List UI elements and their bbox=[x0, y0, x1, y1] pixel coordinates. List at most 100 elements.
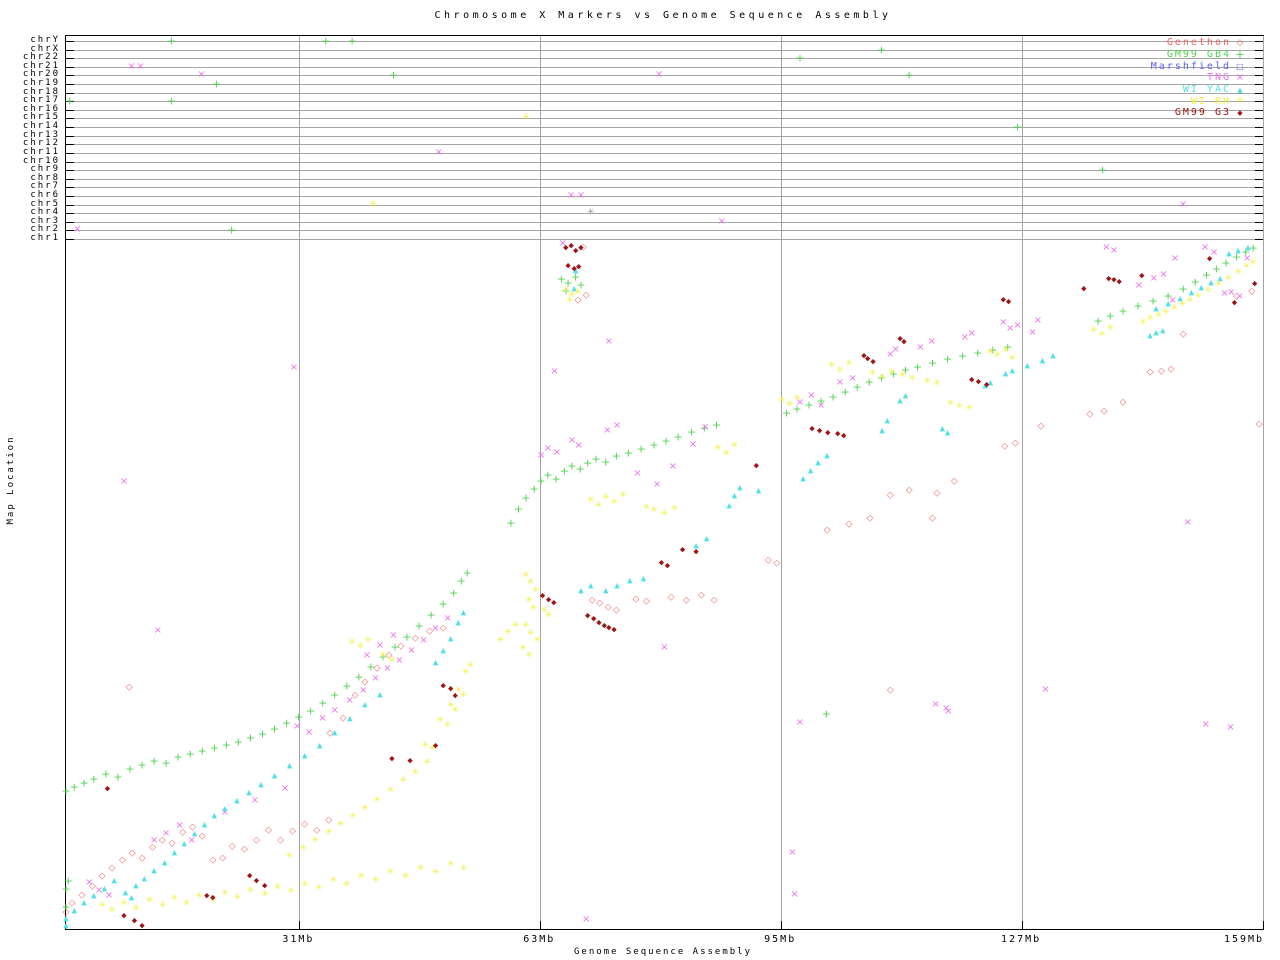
lane-point-chr19: + bbox=[211, 77, 222, 91]
point-tng: × bbox=[788, 847, 797, 859]
point-tng: × bbox=[688, 439, 698, 451]
x-gridline-127Mb bbox=[1022, 36, 1024, 929]
point-gm99-g3: ◆ bbox=[861, 351, 867, 360]
point-gm99-gb4: + bbox=[449, 586, 459, 600]
point-wi-rh: ✳ bbox=[601, 492, 610, 503]
point-genethon: ◇ bbox=[439, 623, 447, 634]
point-wi-yac: ▲ bbox=[271, 771, 278, 780]
point-gm99-gb4: + bbox=[245, 731, 256, 745]
point-gm99-gb4: + bbox=[354, 670, 364, 684]
point-wi-rh: ✳ bbox=[1106, 323, 1114, 334]
point-wi-rh: ✳ bbox=[436, 715, 444, 726]
point-gm99-g3: ◆ bbox=[565, 261, 571, 270]
x-gridline-159Mb bbox=[1263, 36, 1264, 929]
point-gm99-gb4: + bbox=[173, 750, 183, 764]
point-wi-yac: ▲ bbox=[703, 534, 710, 543]
point-wi-rh: ✳ bbox=[300, 879, 309, 890]
point-gm99-gb4: + bbox=[113, 770, 123, 784]
point-genethon: ◇ bbox=[886, 685, 894, 696]
point-tng: × bbox=[94, 885, 104, 897]
point-genethon: ◇ bbox=[1255, 419, 1263, 430]
point-wi-rh: ✳ bbox=[343, 879, 351, 890]
point-wi-rh: ✳ bbox=[421, 740, 429, 751]
point-gm99-g3: ◆ bbox=[1231, 298, 1238, 307]
lane-point-chr5: ✳ bbox=[369, 199, 377, 210]
point-wi-rh: ✳ bbox=[868, 368, 877, 379]
point-genethon: ◇ bbox=[108, 863, 116, 874]
point-wi-rh: ✳ bbox=[1242, 261, 1251, 272]
legend-row-wi-rh: WI RH ✳ bbox=[1151, 95, 1249, 107]
point-gm99-gb4: + bbox=[318, 696, 328, 710]
point-wi-yac: ▲ bbox=[1050, 351, 1056, 360]
point-wi-yac: ▲ bbox=[101, 884, 108, 893]
lane-point-chr3: × bbox=[717, 215, 726, 227]
point-wi-rh: ✳ bbox=[324, 827, 333, 838]
lane-tick-right-chr5 bbox=[1255, 204, 1263, 206]
point-wi-rh: ✳ bbox=[504, 627, 512, 638]
point-genethon: ◇ bbox=[118, 855, 126, 866]
point-wi-rh: ✳ bbox=[371, 875, 380, 886]
point-genethon: ◇ bbox=[582, 290, 590, 301]
point-gm99-gb4: + bbox=[1148, 294, 1158, 308]
point-wi-yac: ▲ bbox=[815, 458, 821, 467]
point-tng: × bbox=[807, 389, 816, 401]
point-wi-rh: ✳ bbox=[459, 863, 468, 874]
point-gm99-gb4: + bbox=[402, 630, 412, 644]
point-wi-yac: ▲ bbox=[222, 804, 228, 813]
lane-label-chr15: chr15 bbox=[22, 112, 60, 123]
point-genethon: ◇ bbox=[78, 890, 86, 901]
point-wi-yac: ▲ bbox=[1002, 369, 1009, 378]
point-tng: × bbox=[375, 640, 385, 652]
lane-point-chr2: + bbox=[227, 223, 237, 237]
point-wi-rh: ✳ bbox=[386, 785, 395, 796]
point-wi-yac: ▲ bbox=[317, 741, 323, 750]
point-wi-rh: ✳ bbox=[670, 503, 679, 514]
point-genethon: ◇ bbox=[209, 855, 217, 866]
point-genethon: ◇ bbox=[886, 490, 894, 501]
point-genethon: ◇ bbox=[128, 848, 136, 859]
point-gm99-g3: ◆ bbox=[664, 561, 671, 570]
point-tng: × bbox=[1159, 269, 1168, 281]
point-wi-yac: ▲ bbox=[234, 796, 240, 805]
point-wi-rh: ✳ bbox=[411, 767, 420, 778]
point-tng: × bbox=[1226, 722, 1235, 734]
lane-line-chr15 bbox=[66, 118, 1263, 120]
point-wi-rh: ✳ bbox=[233, 892, 242, 903]
point-gm99-g3: ◆ bbox=[1000, 295, 1006, 304]
point-wi-rh: ✳ bbox=[299, 843, 307, 854]
lane-line-chr19 bbox=[66, 84, 1263, 86]
point-tng: × bbox=[1149, 272, 1159, 284]
point-wi-rh: ✳ bbox=[923, 376, 932, 387]
lane-line-chr10 bbox=[66, 161, 1263, 163]
point-gm99-g3: ◆ bbox=[1081, 284, 1087, 293]
point-gm99-g3: ◆ bbox=[210, 893, 216, 902]
point-gm99-gb4: + bbox=[1093, 314, 1103, 328]
lane-tick-left-chr17 bbox=[66, 101, 74, 103]
point-tng: × bbox=[1028, 327, 1037, 339]
point-wi-yac: ▲ bbox=[63, 921, 69, 930]
lane-line-chr17 bbox=[66, 101, 1263, 103]
point-genethon: ◇ bbox=[325, 815, 333, 826]
legend-marker-icon: □ bbox=[1236, 61, 1244, 71]
plot-area: ◇ ◇ ◇ ◇ ◇ ◇ ◇ ◇ ◇ ◇ ◇ ◇ ◇ ◇ ◇ ◇ ◇ ◇ ◇ ◇ ◇ ◇ ◇ ◇ ◇ ◇ ◇ ◇ ◇ ◇ ◇ ◇ ◇ ◇ ◇ ◇ ◇ ◇ ◇ ◇… bbox=[61, 35, 1264, 930]
point-tng: × bbox=[967, 327, 976, 339]
point-gm99-gb4: + bbox=[306, 704, 316, 718]
point-wi-yac: ▲ bbox=[987, 378, 994, 387]
point-gm99-gb4: + bbox=[900, 363, 910, 377]
point-wi-yac: ▲ bbox=[246, 788, 252, 797]
point-wi-rh: ✳ bbox=[1214, 279, 1223, 290]
lane-label-chr21: chr21 bbox=[22, 60, 60, 71]
point-wi-yac: ▲ bbox=[1160, 326, 1166, 335]
point-gm99-gb4: + bbox=[1201, 268, 1212, 282]
point-wi-rh: ✳ bbox=[522, 620, 530, 631]
point-wi-yac: ▲ bbox=[460, 608, 467, 617]
point-wi-yac: ▲ bbox=[161, 858, 168, 867]
point-gm99-g3: ◆ bbox=[246, 871, 253, 880]
point-wi-rh: ✳ bbox=[1194, 291, 1203, 302]
legend-marker-icon: + bbox=[1235, 48, 1245, 62]
point-gm99-gb4: + bbox=[506, 516, 516, 530]
point-gm99-gb4: + bbox=[209, 741, 219, 755]
point-gm99-gb4: + bbox=[686, 425, 697, 439]
point-gm99-g3: ◆ bbox=[1116, 277, 1122, 286]
point-tng: × bbox=[362, 649, 372, 661]
